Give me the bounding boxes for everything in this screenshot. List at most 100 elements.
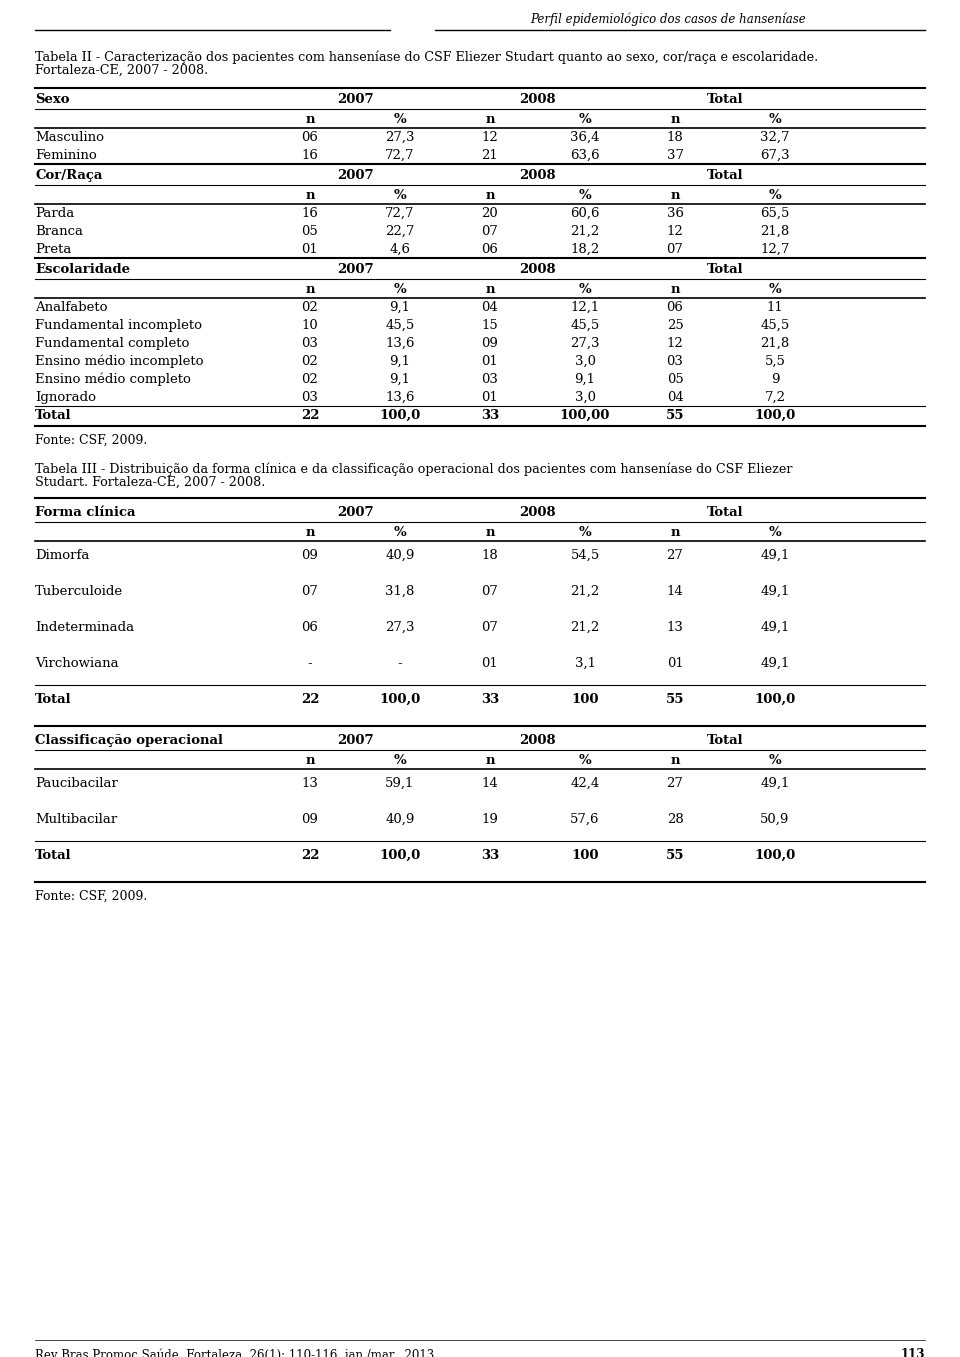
- Text: Tuberculoide: Tuberculoide: [35, 585, 123, 598]
- Text: 22,7: 22,7: [385, 225, 415, 237]
- Text: 31,8: 31,8: [385, 585, 415, 598]
- Text: Studart. Fortaleza-CE, 2007 - 2008.: Studart. Fortaleza-CE, 2007 - 2008.: [35, 476, 265, 489]
- Text: 49,1: 49,1: [760, 585, 790, 598]
- Text: 100,0: 100,0: [755, 693, 796, 706]
- Text: 28: 28: [666, 813, 684, 826]
- Text: 100: 100: [571, 849, 599, 862]
- Text: 33: 33: [481, 408, 499, 422]
- Text: 40,9: 40,9: [385, 813, 415, 826]
- Text: 12,1: 12,1: [570, 301, 600, 313]
- Text: 7,2: 7,2: [764, 391, 785, 404]
- Text: 2008: 2008: [519, 170, 556, 182]
- Text: 36: 36: [666, 208, 684, 220]
- Text: 37: 37: [666, 149, 684, 161]
- Text: 40,9: 40,9: [385, 550, 415, 562]
- Text: %: %: [579, 189, 591, 202]
- Text: 2008: 2008: [519, 94, 556, 106]
- Text: 25: 25: [666, 319, 684, 332]
- Text: n: n: [305, 754, 315, 767]
- Text: 22: 22: [300, 849, 320, 862]
- Text: 18,2: 18,2: [570, 243, 600, 256]
- Text: 12: 12: [482, 132, 498, 144]
- Text: 2008: 2008: [519, 506, 556, 518]
- Text: 2007: 2007: [337, 170, 373, 182]
- Text: 113: 113: [900, 1348, 925, 1357]
- Text: Preta: Preta: [35, 243, 71, 256]
- Text: 21: 21: [482, 149, 498, 161]
- Text: 32,7: 32,7: [760, 132, 790, 144]
- Text: 2007: 2007: [337, 506, 373, 518]
- Text: Escolaridade: Escolaridade: [35, 263, 130, 275]
- Text: 54,5: 54,5: [570, 550, 600, 562]
- Text: n: n: [485, 754, 494, 767]
- Text: 07: 07: [482, 225, 498, 237]
- Text: n: n: [485, 284, 494, 296]
- Text: 33: 33: [481, 849, 499, 862]
- Text: 42,4: 42,4: [570, 778, 600, 790]
- Text: 01: 01: [301, 243, 319, 256]
- Text: 2008: 2008: [519, 263, 556, 275]
- Text: Rev Bras Promoç Saúde, Fortaleza, 26(1): 110-116, jan./mar., 2013: Rev Bras Promoç Saúde, Fortaleza, 26(1):…: [35, 1348, 434, 1357]
- Text: %: %: [769, 754, 781, 767]
- Text: 15: 15: [482, 319, 498, 332]
- Text: 01: 01: [482, 657, 498, 670]
- Text: 2007: 2007: [337, 263, 373, 275]
- Text: 07: 07: [301, 585, 319, 598]
- Text: n: n: [670, 189, 680, 202]
- Text: 100,0: 100,0: [755, 408, 796, 422]
- Text: Classificação operacional: Classificação operacional: [35, 734, 223, 746]
- Text: Total: Total: [707, 263, 743, 275]
- Text: 16: 16: [301, 149, 319, 161]
- Text: 06: 06: [482, 243, 498, 256]
- Text: 21,2: 21,2: [570, 585, 600, 598]
- Text: Total: Total: [707, 506, 743, 518]
- Text: 100,0: 100,0: [755, 849, 796, 862]
- Text: 49,1: 49,1: [760, 778, 790, 790]
- Text: 63,6: 63,6: [570, 149, 600, 161]
- Text: Masculino: Masculino: [35, 132, 104, 144]
- Text: n: n: [305, 113, 315, 126]
- Text: %: %: [769, 189, 781, 202]
- Text: 09: 09: [482, 337, 498, 350]
- Text: 13,6: 13,6: [385, 337, 415, 350]
- Text: %: %: [394, 284, 406, 296]
- Text: 06: 06: [301, 622, 319, 634]
- Text: 09: 09: [301, 813, 319, 826]
- Text: 27: 27: [666, 550, 684, 562]
- Text: %: %: [394, 189, 406, 202]
- Text: 06: 06: [301, 132, 319, 144]
- Text: 33: 33: [481, 693, 499, 706]
- Text: Total: Total: [35, 849, 72, 862]
- Text: 3,0: 3,0: [574, 356, 595, 368]
- Text: 45,5: 45,5: [385, 319, 415, 332]
- Text: 02: 02: [301, 356, 319, 368]
- Text: 3,0: 3,0: [574, 391, 595, 404]
- Text: 9: 9: [771, 373, 780, 385]
- Text: 60,6: 60,6: [570, 208, 600, 220]
- Text: n: n: [485, 113, 494, 126]
- Text: 01: 01: [666, 657, 684, 670]
- Text: %: %: [579, 113, 591, 126]
- Text: 04: 04: [666, 391, 684, 404]
- Text: 5,5: 5,5: [764, 356, 785, 368]
- Text: Parda: Parda: [35, 208, 74, 220]
- Text: Analfabeto: Analfabeto: [35, 301, 108, 313]
- Text: 12,7: 12,7: [760, 243, 790, 256]
- Text: 07: 07: [482, 622, 498, 634]
- Text: Fundamental incompleto: Fundamental incompleto: [35, 319, 202, 332]
- Text: 13: 13: [301, 778, 319, 790]
- Text: 18: 18: [666, 132, 684, 144]
- Text: 06: 06: [666, 301, 684, 313]
- Text: 21,8: 21,8: [760, 225, 790, 237]
- Text: n: n: [670, 113, 680, 126]
- Text: n: n: [485, 189, 494, 202]
- Text: 100,0: 100,0: [379, 408, 420, 422]
- Text: 2007: 2007: [337, 734, 373, 746]
- Text: Paucibacilar: Paucibacilar: [35, 778, 118, 790]
- Text: 18: 18: [482, 550, 498, 562]
- Text: %: %: [769, 527, 781, 539]
- Text: %: %: [579, 754, 591, 767]
- Text: %: %: [394, 754, 406, 767]
- Text: 13: 13: [666, 622, 684, 634]
- Text: n: n: [305, 527, 315, 539]
